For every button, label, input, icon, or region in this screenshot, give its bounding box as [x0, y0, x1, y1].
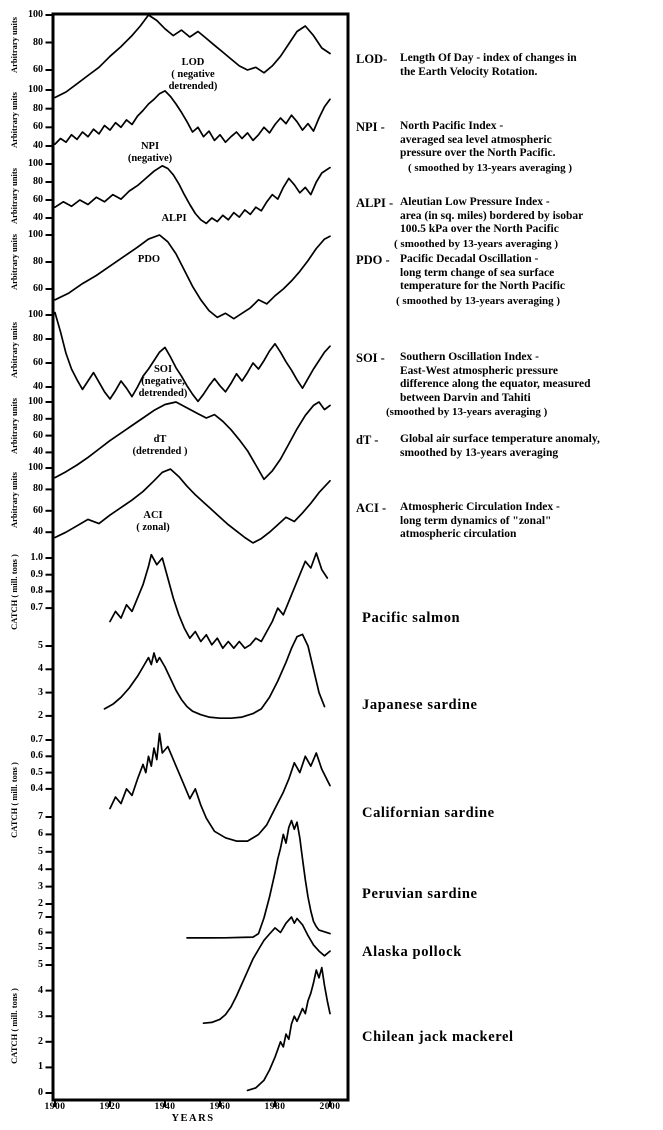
legend-text-soi: Southern Oscillation Index - East-West a…	[400, 351, 591, 404]
legend-item-dt: dT - Global air surface temperature anom…	[356, 433, 600, 460]
curve-npi	[54, 90, 331, 145]
curve-japanese-sardine	[103, 633, 326, 720]
legend-text-pdo: Pacific Decadal Oscillation - long term …	[400, 253, 565, 292]
legend-note-alpi: ( smoothed by 13-years averaging )	[394, 237, 559, 250]
legend-abbr-aci: ACI -	[356, 501, 387, 515]
curve-soi	[54, 311, 331, 403]
curve-lod	[54, 14, 331, 99]
legend-item-npi: NPI - North Pacific Index - averaged sea…	[356, 120, 572, 175]
curve-alaska-pollock	[202, 916, 331, 1025]
legend-text-npi: North Pacific Index - averaged sea level…	[400, 120, 556, 159]
legend-text-aci: Atmospheric Circulation Index - long ter…	[400, 501, 560, 540]
curve-dt	[54, 401, 331, 481]
curve-alpi	[54, 164, 331, 225]
legend-abbr-dt: dT -	[356, 433, 379, 447]
species-label-peruvian-sardine: Peruvian sardine	[362, 886, 478, 902]
legend-text-alpi: Aleutian Low Pressure Index - area (in s…	[400, 196, 584, 235]
species-label-pacific-salmon: Pacific salmon	[362, 610, 461, 626]
species-label-chilean-jack-mackerel: Chilean jack mackerel	[362, 1029, 514, 1045]
legend-abbr-pdo: PDO -	[356, 253, 390, 267]
legend-item-pdo: PDO - Pacific Decadal Oscillation - long…	[356, 253, 565, 308]
legend-abbr-soi: SOI -	[356, 351, 385, 365]
legend-note-pdo: ( smoothed by 13-years averaging )	[396, 294, 561, 307]
legend-item-lod: LOD- Length Of Day - index of changes in…	[356, 52, 577, 79]
curve-pacific-salmon	[109, 552, 329, 650]
curve-peruvian-sardine	[186, 819, 331, 939]
curve-aci	[54, 468, 331, 544]
legend-text-dt: Global air surface temperature anomaly, …	[400, 433, 600, 459]
legend-item-aci: ACI - Atmospheric Circulation Index - lo…	[356, 501, 560, 542]
legend-note-soi: (smoothed by 13-years averaging )	[386, 406, 548, 418]
species-label-japanese-sardine: Japanese sardine	[362, 697, 478, 713]
x-axis-title: YEARS	[171, 1113, 215, 1124]
species-label-californian-sardine: Californian sardine	[362, 805, 495, 821]
legend-item-soi: SOI - Southern Oscillation Index - East-…	[356, 351, 590, 419]
legend-text-lod: Length Of Day - index of changes in the …	[400, 52, 577, 78]
legend-abbr-alpi: ALPI -	[356, 196, 394, 210]
legend-item-alpi: ALPI - Aleutian Low Pressure Index - are…	[356, 196, 583, 251]
curve-pdo	[54, 234, 331, 320]
curve-chilean-jack-mackerel	[246, 966, 331, 1092]
curve-californian-sardine	[109, 732, 331, 842]
legend-note-npi: ( smoothed by 13-years averaging )	[408, 161, 573, 174]
legend-abbr-npi: NPI -	[356, 120, 385, 134]
legend-abbr-lod: LOD-	[356, 52, 388, 66]
species-label-alaska-pollock: Alaska pollock	[362, 944, 462, 960]
